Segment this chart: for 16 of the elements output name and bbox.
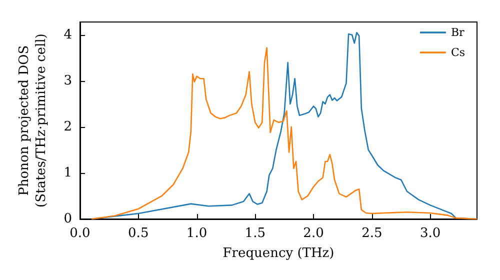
y-tick-label: 0 xyxy=(64,212,72,226)
y-tick-label: 2 xyxy=(64,119,72,134)
y-tick-label: 1 xyxy=(64,165,72,180)
legend-label: Cs xyxy=(450,46,466,59)
x-tick-label: 3.0 xyxy=(420,226,441,241)
y-tick-label: 4 xyxy=(64,27,72,42)
y-axis-title: Phonon projected DOS (States/THz·primitive cell) xyxy=(17,33,49,208)
x-tick-label: 1.5 xyxy=(244,226,266,241)
y-tick-label: 3 xyxy=(64,73,72,88)
x-tick-label: 1.0 xyxy=(186,226,208,241)
legend-label: Br xyxy=(450,26,466,39)
x-tick-label: 2.0 xyxy=(303,226,324,241)
x-tick-label: 2.5 xyxy=(362,226,382,241)
x-tick-label: 0.0 xyxy=(70,226,90,241)
x-tick-label: 0.5 xyxy=(128,226,149,241)
x-axis-title: Frequency (THz) xyxy=(222,246,334,261)
